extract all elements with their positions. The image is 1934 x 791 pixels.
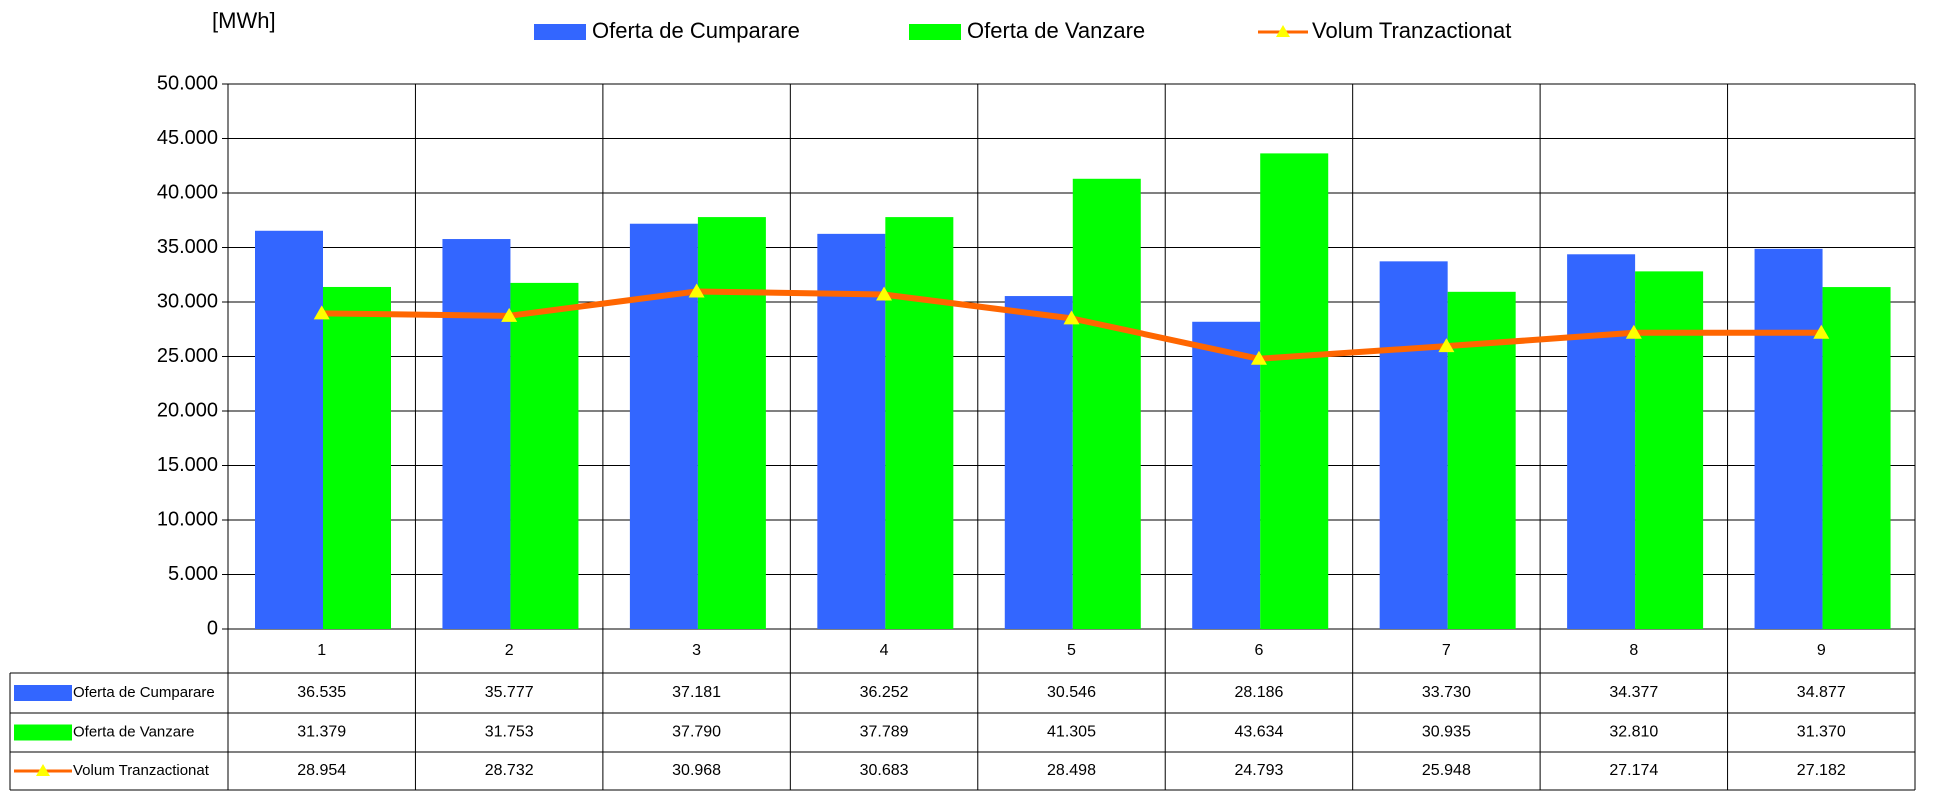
x-tick-label: 1 — [317, 642, 326, 659]
bar — [1822, 287, 1891, 629]
table-cell: 28.498 — [1047, 762, 1096, 779]
y-axis-label: [MWh] — [212, 8, 276, 33]
table-cell: 34.877 — [1797, 684, 1846, 701]
marker — [876, 286, 893, 301]
y-tick-label: 45.000 — [157, 127, 218, 149]
table-cell: 43.634 — [1234, 724, 1283, 741]
x-tick-label: 6 — [1254, 642, 1263, 659]
table-cell: 35.777 — [485, 684, 534, 701]
x-tick-label: 2 — [505, 642, 514, 659]
bar — [1192, 321, 1261, 629]
bar — [323, 286, 391, 629]
bar — [510, 282, 579, 629]
table-cell: 41.305 — [1047, 724, 1096, 741]
legend-swatch — [909, 24, 961, 40]
table-cell: 31.379 — [297, 724, 346, 741]
table-cell: 37.790 — [672, 724, 721, 741]
y-tick-label: 40.000 — [157, 181, 218, 203]
bar — [1072, 178, 1141, 629]
table-cell: 31.753 — [485, 724, 534, 741]
table-cell: 25.948 — [1422, 762, 1471, 779]
table-cell: 37.789 — [860, 724, 909, 741]
table-cell: 24.793 — [1234, 762, 1283, 779]
bar — [1567, 254, 1636, 629]
bar — [697, 217, 766, 630]
x-tick-label: 7 — [1442, 642, 1451, 659]
legend-swatch — [534, 24, 586, 40]
table-cell: 30.968 — [672, 762, 721, 779]
table-cell: 30.935 — [1422, 724, 1471, 741]
bar — [1754, 248, 1823, 629]
table-cell: 27.182 — [1797, 762, 1846, 779]
bar — [885, 217, 954, 629]
table-cell: 30.546 — [1047, 684, 1096, 701]
table-cell: 30.683 — [860, 762, 909, 779]
marker — [1438, 338, 1455, 353]
y-tick-label: 25.000 — [157, 345, 218, 367]
bar — [629, 223, 698, 629]
x-tick-label: 3 — [692, 642, 701, 659]
x-tick-label: 5 — [1067, 642, 1076, 659]
y-tick-label: 0 — [207, 617, 218, 639]
marker — [1063, 310, 1080, 325]
x-tick-label: 9 — [1817, 642, 1826, 659]
table-cell: 36.535 — [297, 684, 346, 701]
bar — [442, 239, 511, 629]
table-row-label: Oferta de Cumparare — [73, 684, 215, 701]
bar — [1379, 261, 1448, 629]
legend-swatch — [36, 764, 50, 776]
x-tick-label: 8 — [1629, 642, 1638, 659]
table-cell: 28.954 — [297, 762, 346, 779]
bar — [817, 233, 886, 629]
marker — [1250, 350, 1267, 365]
table-row-label: Volum Tranzactionat — [73, 762, 210, 779]
bar — [1260, 153, 1329, 629]
table-row-label: Oferta de Vanzare — [73, 723, 194, 740]
table-cell: 27.174 — [1609, 762, 1658, 779]
table-cell: 32.810 — [1609, 724, 1658, 741]
bar — [1004, 296, 1073, 629]
table-cell: 33.730 — [1422, 684, 1471, 701]
table-cell: 31.370 — [1797, 724, 1846, 741]
y-tick-label: 30.000 — [157, 290, 218, 312]
y-tick-label: 35.000 — [157, 236, 218, 258]
legend-swatch — [1276, 25, 1290, 37]
y-tick-label: 15.000 — [157, 454, 218, 476]
y-tick-label: 20.000 — [157, 399, 218, 421]
marker — [313, 305, 330, 320]
legend-label: Oferta de Vanzare — [967, 18, 1145, 43]
bar — [255, 230, 323, 629]
legend-label: Oferta de Cumparare — [592, 18, 800, 43]
legend-swatch — [14, 685, 72, 701]
legend-swatch — [14, 724, 72, 741]
marker — [688, 283, 705, 298]
bar — [1635, 271, 1704, 629]
table-cell: 37.181 — [672, 684, 721, 701]
table-cell: 36.252 — [860, 684, 909, 701]
legend-label: Volum Tranzactionat — [1312, 18, 1511, 43]
table-cell: 34.377 — [1609, 684, 1658, 701]
y-tick-label: 50.000 — [157, 72, 218, 94]
table-cell: 28.732 — [485, 762, 534, 779]
marker — [501, 307, 518, 322]
x-tick-label: 4 — [880, 642, 889, 659]
y-tick-label: 5.000 — [168, 563, 218, 585]
marker — [1625, 324, 1642, 339]
table-cell: 28.186 — [1234, 684, 1283, 701]
y-tick-label: 10.000 — [157, 508, 218, 530]
marker — [1813, 324, 1830, 339]
